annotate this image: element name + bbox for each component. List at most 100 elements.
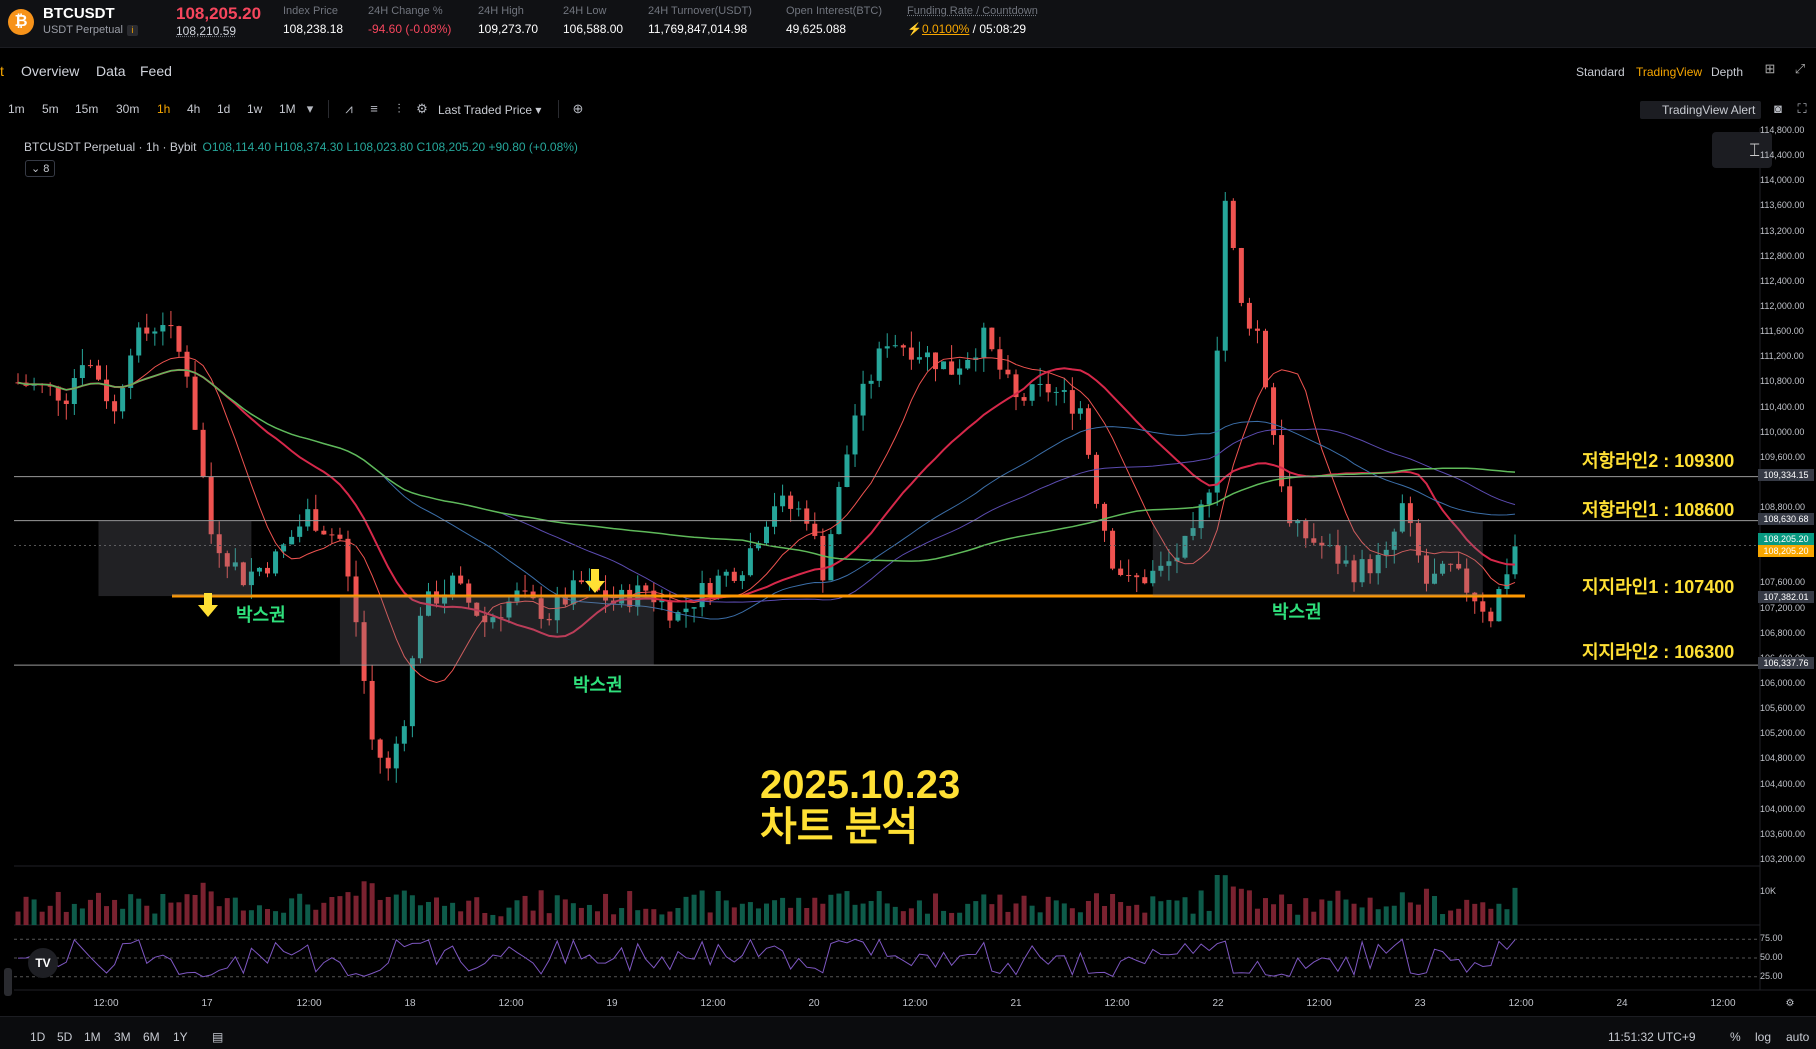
camera-icon[interactable]: ◙ [1774,101,1782,116]
tf-15m[interactable]: 15m [75,102,99,116]
price-tick: 114,000.00 [1760,175,1805,186]
tf-4h[interactable]: 4h [187,102,201,116]
volume-bar [707,912,713,925]
price-chart[interactable] [0,128,1816,998]
volume-bar [1198,890,1204,925]
volume-bar [965,903,971,925]
volume-bar [434,897,440,925]
candle-body [1399,503,1405,532]
candle-body [281,544,287,552]
info-icon[interactable]: i [126,25,138,36]
tradingview-alert-button[interactable]: TradingView Alert [1640,101,1762,119]
log-toggle[interactable]: log [1755,1030,1772,1044]
candle-body [87,365,93,367]
time-tick: 12:00 [296,998,322,1009]
pane-resize-handle[interactable] [4,968,12,996]
ma-line-fast [17,356,1516,684]
indicators-icon[interactable]: ≡ [370,101,378,116]
drawing-tool-icon[interactable]: ⌶ [1712,132,1772,168]
symbol-name[interactable]: BTCUSDT [43,5,115,22]
expand-icon[interactable]: ⤢ [1794,61,1806,76]
time-tick: 21 [1010,998,1022,1009]
tf-1d[interactable]: 1d [217,102,231,116]
range-5d[interactable]: 5D [57,1030,73,1044]
candle-body [1375,554,1381,574]
candle-body [562,597,568,605]
layout-icon[interactable]: ⊞ [1764,61,1776,76]
range-6m[interactable]: 6M [143,1030,160,1044]
range-1m[interactable]: 1M [84,1030,101,1044]
tradingview-logo[interactable]: TV [28,948,58,978]
candle-body [1367,559,1373,574]
candle-body [450,575,456,595]
time-tick: 12:00 [1508,998,1534,1009]
candle-body [361,622,367,681]
tab-feed[interactable]: Feed [140,63,172,79]
volume-bar [538,890,544,925]
tab-data[interactable]: Data [96,63,126,79]
candle-body [1077,408,1083,414]
support-line-2-label: 지지라인2 : 106300 [1582,642,1735,662]
add-icon[interactable]: ⊕ [572,101,584,116]
view-standard[interactable]: Standard [1576,65,1625,79]
volume-bar [369,883,375,925]
settings-icon[interactable]: ⚙ [1785,998,1795,1009]
tf-30m[interactable]: 30m [116,102,140,116]
volume-bar [168,902,174,925]
candle-body [1254,328,1260,331]
candle-body [1037,383,1043,385]
candle-body [248,571,254,586]
tf-1m[interactable]: 1m [8,102,25,116]
volume-bar [1399,892,1405,925]
range-1d[interactable]: 1D [30,1030,46,1044]
tf-1M[interactable]: 1M [279,102,296,116]
candle-body [522,590,528,592]
time-tick: 23 [1414,998,1426,1009]
candle-body [884,346,890,349]
candle-body [1013,374,1019,398]
fullscreen-icon[interactable]: ⛶ [1797,101,1807,116]
chevron-down-icon[interactable]: ▾ [306,101,314,116]
stat-funding-rate[interactable]: Funding Rate / Countdown ⚡0.0100% / 05:0… [907,5,1038,36]
candle-body [240,562,246,586]
view-depth[interactable]: Depth [1711,65,1744,79]
volume-bar [973,901,979,925]
tf-1h[interactable]: 1h [157,102,171,116]
volume-bar [796,897,802,925]
candle-body [1488,611,1494,622]
box-zone [339,596,654,666]
volume-bar [546,913,552,925]
volume-bar [136,898,142,925]
tab-overview[interactable]: Overview [21,63,80,79]
tab-chart[interactable]: t [0,63,4,79]
settings-icon[interactable]: ⚙ [416,101,428,116]
auto-toggle[interactable]: auto [1786,1030,1810,1044]
candle-body [353,576,359,623]
volume-bar [248,910,254,925]
volume-bar [603,893,609,925]
volume-bar [71,903,77,925]
range-3m[interactable]: 3M [114,1030,131,1044]
percent-toggle[interactable]: % [1730,1030,1741,1044]
chart-type-icon[interactable]: ⩘ [345,101,353,116]
candles-icon[interactable]: ⫶ [397,101,401,116]
time-tick: 12:00 [1104,998,1130,1009]
volume-bar [530,910,536,925]
view-tradingview[interactable]: TradingView [1636,65,1703,79]
analysis-title: 2025.10.23 차트 분석 [760,763,961,849]
candle-body [273,551,279,574]
volume-bar [627,891,633,925]
price-source-select[interactable]: Last Traded Price ▾ [438,103,542,117]
tf-1w[interactable]: 1w [247,102,263,116]
range-1y[interactable]: 1Y [173,1030,188,1044]
tf-5m[interactable]: 5m [42,102,59,116]
candle-body [377,739,383,758]
indicator-toggle[interactable]: ⌄ 8 [25,160,56,177]
volume-bar [1335,890,1341,925]
calendar-icon[interactable]: ▤ [212,1030,224,1044]
volume-bar [611,914,617,925]
volume-bar [1246,890,1252,925]
volume-bar [1359,907,1365,925]
candle-body [1383,549,1389,555]
volume-bar [699,890,705,925]
